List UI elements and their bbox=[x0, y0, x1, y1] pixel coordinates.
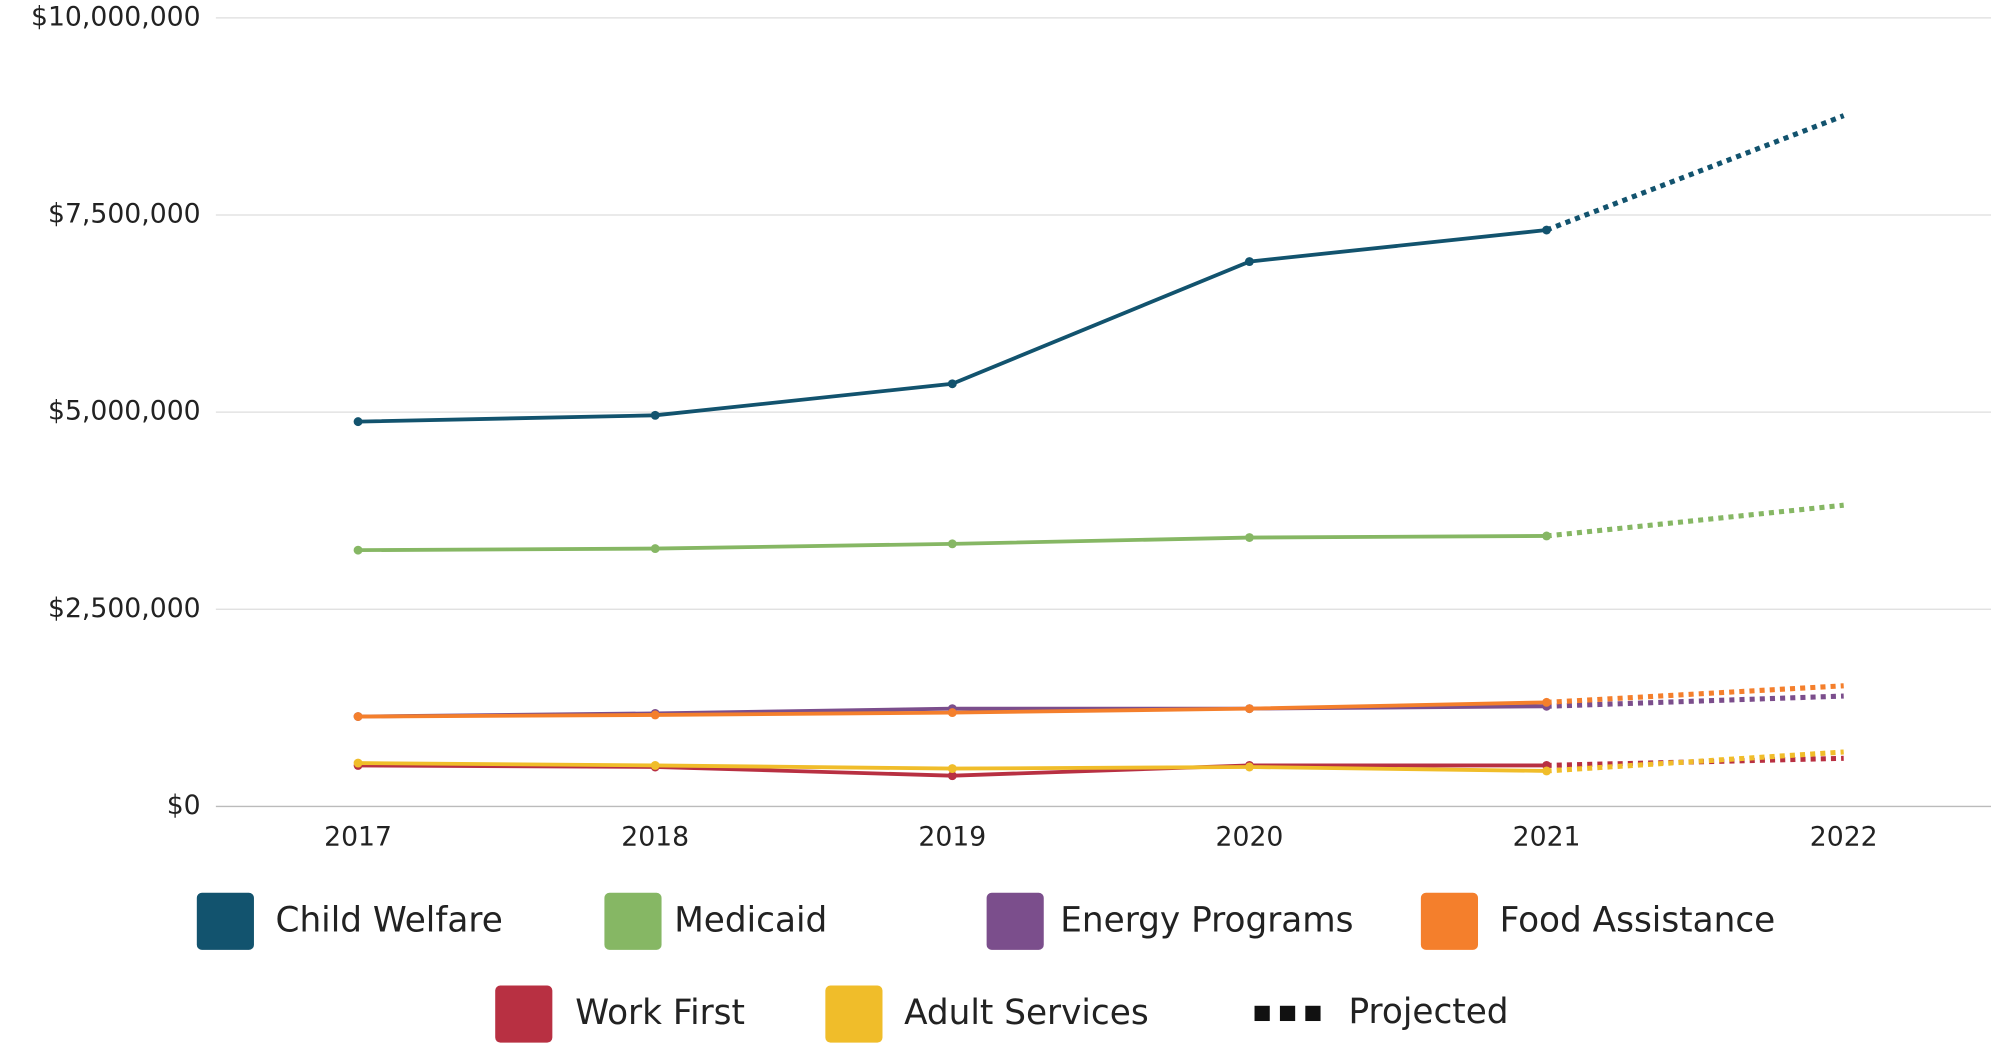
point bbox=[947, 771, 957, 781]
point bbox=[650, 710, 660, 720]
projected-line bbox=[1545, 113, 1845, 233]
projected-line bbox=[1546, 693, 1844, 709]
point bbox=[1542, 531, 1552, 541]
point bbox=[353, 417, 363, 427]
projected-line bbox=[1546, 749, 1844, 774]
x-tick-label: 2021 bbox=[1513, 822, 1581, 853]
point bbox=[1542, 766, 1552, 776]
legend-swatch bbox=[196, 892, 254, 950]
x-tick-label: 2022 bbox=[1810, 822, 1878, 853]
y-tick-label: $10,000,000 bbox=[31, 1, 201, 32]
point bbox=[353, 712, 363, 721]
legend-swatch bbox=[986, 892, 1044, 950]
legend-swatch bbox=[1279, 1005, 1296, 1022]
point bbox=[1245, 762, 1254, 772]
legend-swatch bbox=[1420, 892, 1479, 950]
legend-label: Medicaid bbox=[674, 900, 827, 940]
x-tick-label: 2018 bbox=[621, 822, 689, 853]
projected-line bbox=[1546, 683, 1844, 705]
x-tick-label: 2017 bbox=[324, 822, 392, 853]
y-tick-label: $2,500,000 bbox=[48, 593, 201, 624]
legend-label: Food Assistance bbox=[1500, 900, 1776, 940]
point bbox=[947, 764, 957, 774]
legend-label: Work First bbox=[575, 993, 745, 1033]
y-tick-label: $5,000,000 bbox=[48, 396, 201, 427]
legend-swatch bbox=[495, 985, 553, 1043]
point bbox=[1542, 225, 1552, 235]
point bbox=[353, 758, 363, 768]
point bbox=[1542, 697, 1552, 707]
point bbox=[1245, 257, 1254, 267]
legend-swatch bbox=[604, 892, 662, 950]
legend-label: Energy Programs bbox=[1060, 900, 1353, 940]
series-line bbox=[358, 228, 1547, 424]
x-tick-label: 2019 bbox=[918, 822, 986, 853]
point bbox=[650, 544, 660, 554]
legend-label: Child Welfare bbox=[276, 900, 503, 940]
legend-label: Adult Services bbox=[904, 993, 1149, 1033]
y-tick-label: $0 bbox=[167, 790, 201, 821]
point bbox=[1245, 704, 1254, 714]
point bbox=[1245, 533, 1254, 542]
point bbox=[947, 708, 957, 718]
point bbox=[353, 545, 363, 555]
legend-label: Projected bbox=[1348, 992, 1508, 1032]
point bbox=[947, 539, 957, 549]
legend-swatch bbox=[1254, 1005, 1270, 1022]
legend-swatch bbox=[1305, 1005, 1321, 1022]
y-tick-label: $7,500,000 bbox=[48, 199, 201, 230]
x-tick-label: 2020 bbox=[1216, 822, 1284, 853]
point bbox=[650, 410, 660, 420]
point bbox=[947, 379, 957, 389]
legend-swatch bbox=[825, 985, 883, 1043]
point bbox=[650, 760, 660, 770]
projected-line bbox=[1546, 755, 1844, 768]
projected-line bbox=[1546, 502, 1844, 539]
